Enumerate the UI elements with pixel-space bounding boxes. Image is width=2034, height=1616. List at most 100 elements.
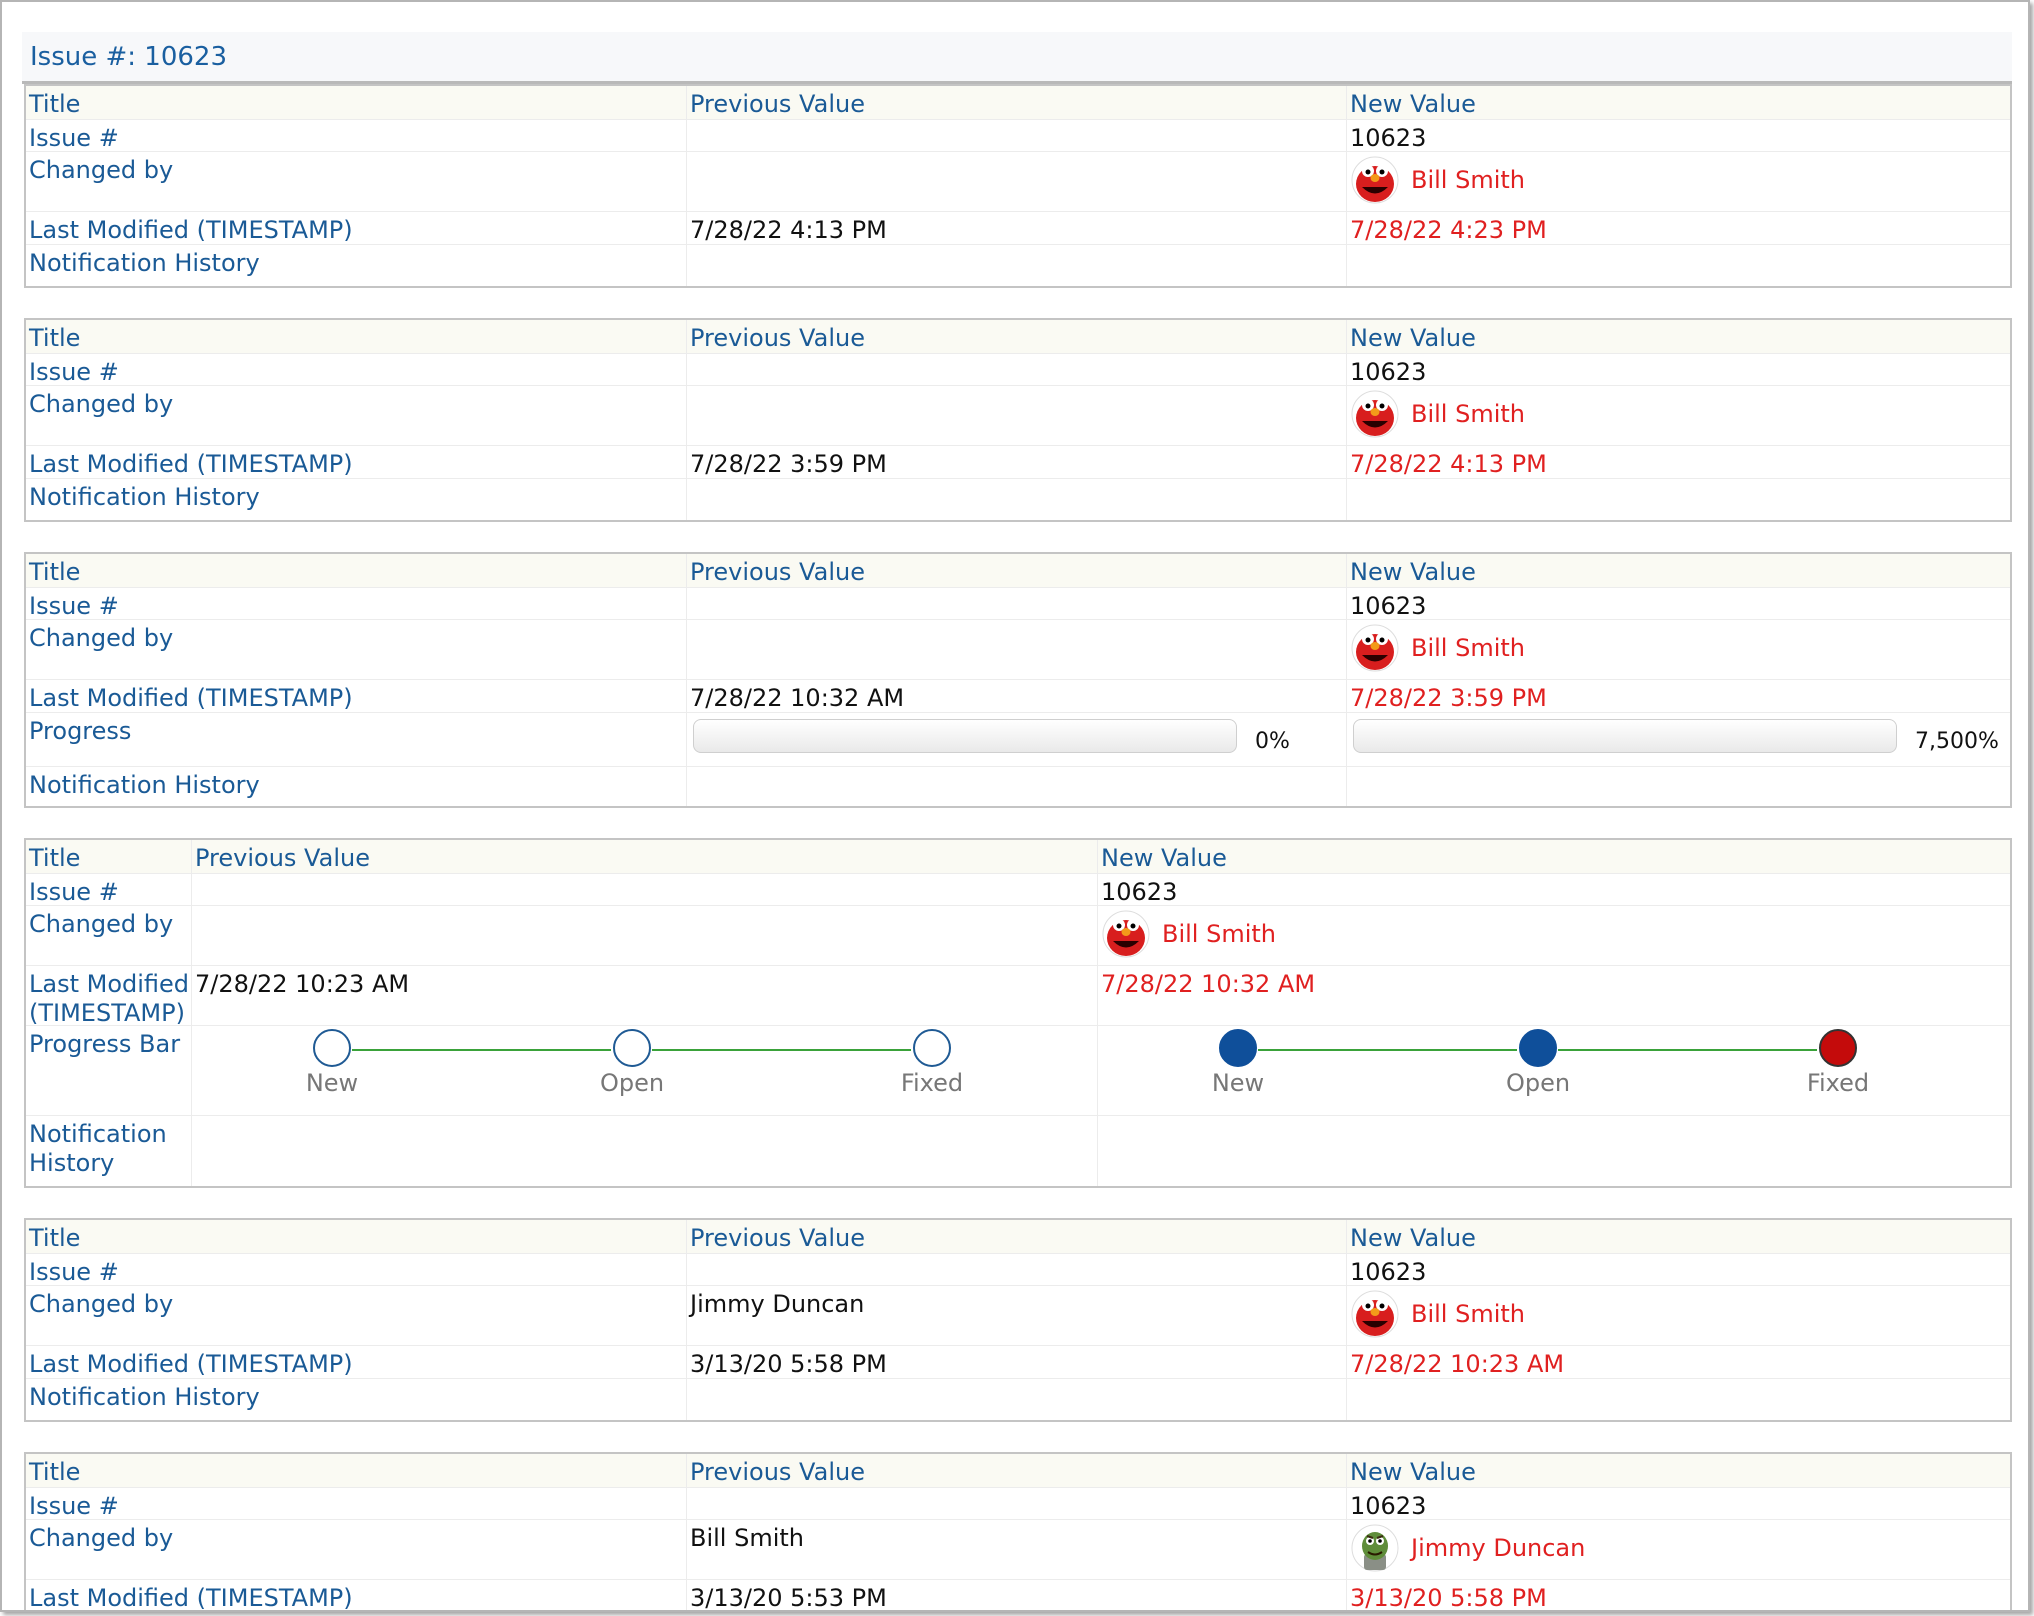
issue-label: Issue # bbox=[29, 878, 119, 906]
changed-by-label: Changed by bbox=[29, 390, 174, 418]
column-header-title: Title bbox=[29, 1458, 81, 1486]
last-modified-label: Last Modified (TIMESTAMP) bbox=[29, 1350, 353, 1378]
last-modified-label: Last Modified (TIMESTAMP) bbox=[29, 216, 353, 244]
progress-bar-label: Progress Bar bbox=[29, 1030, 181, 1058]
column-header-previous: Previous Value bbox=[690, 324, 865, 352]
issue-row: Issue # 10623 bbox=[26, 354, 2010, 386]
issue-row: Issue # 10623 bbox=[26, 588, 2010, 620]
column-header-title: Title bbox=[29, 324, 81, 352]
notification-history-label: Notification History bbox=[29, 483, 260, 511]
column-header-new: New Value bbox=[1101, 844, 1227, 872]
change-panel: Title Previous Value New Value Issue # 1… bbox=[24, 1218, 2012, 1422]
progress-bar-new bbox=[1353, 719, 1897, 753]
column-header-previous: Previous Value bbox=[690, 90, 865, 118]
changed-by-row: Changed by Bill Smith bbox=[26, 152, 2010, 212]
changed-by-new: Bill Smith bbox=[1411, 166, 1525, 194]
change-panel: Title Previous Value New Value Issue # 1… bbox=[24, 84, 2012, 288]
red-monster-avatar-icon bbox=[1351, 1290, 1399, 1338]
changed-by-new: Bill Smith bbox=[1162, 920, 1276, 948]
stage-label: New bbox=[1211, 1069, 1265, 1097]
changed-by-row: Changed by Jimmy Duncan Bill Smith bbox=[26, 1286, 2010, 1346]
issue-title: Issue #: 10623 bbox=[30, 42, 228, 72]
header-row: Title Previous Value New Value bbox=[26, 86, 2010, 120]
user-chip[interactable]: Bill Smith bbox=[1351, 1290, 1525, 1338]
last-modified-previous: 3/13/20 5:53 PM bbox=[690, 1584, 887, 1612]
notification-history-row: Notification History bbox=[26, 479, 2010, 520]
changed-by-row: Changed by Bill Smith bbox=[26, 386, 2010, 446]
issue-header: Issue #: 10623 bbox=[22, 32, 2012, 84]
notification-history-row: Notification History bbox=[26, 1379, 2010, 1420]
column-header-new: New Value bbox=[1350, 90, 1476, 118]
stage-circle-icon bbox=[1519, 1029, 1557, 1067]
issue-new-value: 10623 bbox=[1350, 1258, 1427, 1286]
red-monster-avatar-icon bbox=[1102, 910, 1150, 958]
column-header-new: New Value bbox=[1350, 1224, 1476, 1252]
changed-by-new: Bill Smith bbox=[1411, 400, 1525, 428]
header-row: Title Previous Value New Value bbox=[26, 1220, 2010, 1254]
last-modified-row: Last Modified (TIMESTAMP) 7/28/22 10:32 … bbox=[26, 680, 2010, 713]
stage-connector bbox=[352, 1049, 611, 1051]
stage-connector bbox=[652, 1049, 911, 1051]
notification-history-label: Notification History bbox=[29, 249, 260, 277]
issue-new-value: 10623 bbox=[1350, 1492, 1427, 1520]
column-header-new: New Value bbox=[1350, 324, 1476, 352]
issue-label: Issue # bbox=[29, 1258, 119, 1286]
last-modified-new: 7/28/22 3:59 PM bbox=[1350, 684, 1547, 712]
column-header-previous: Previous Value bbox=[690, 1224, 865, 1252]
stage-label: Open bbox=[599, 1069, 665, 1097]
last-modified-label: Last Modified (TIMESTAMP) bbox=[29, 450, 353, 478]
issue-row: Issue # 10623 bbox=[26, 1488, 2010, 1520]
changed-by-new: Jimmy Duncan bbox=[1411, 1534, 1586, 1562]
column-header-title: Title bbox=[29, 844, 81, 872]
last-modified-row: Last Modified (TIMESTAMP) 3/13/20 5:53 P… bbox=[26, 1580, 2010, 1612]
changed-by-previous bbox=[687, 386, 1346, 390]
changed-by-label: Changed by bbox=[29, 624, 174, 652]
column-header-new: New Value bbox=[1350, 558, 1476, 586]
user-chip[interactable]: Bill Smith bbox=[1351, 390, 1525, 438]
change-panel: Title Previous Value New Value Issue # 1… bbox=[24, 552, 2012, 808]
last-modified-new: 3/13/20 5:58 PM bbox=[1350, 1584, 1547, 1612]
last-modified-new: 7/28/22 4:13 PM bbox=[1350, 450, 1547, 478]
stage-connector bbox=[1558, 1049, 1817, 1051]
stage-connector bbox=[1258, 1049, 1517, 1051]
stage-circle-icon bbox=[313, 1029, 351, 1067]
change-panel: Title Previous Value New Value Issue # 1… bbox=[24, 838, 2012, 1188]
column-header-new: New Value bbox=[1350, 1458, 1476, 1486]
progress-bar-previous bbox=[693, 719, 1237, 753]
user-chip[interactable]: Bill Smith bbox=[1102, 910, 1276, 958]
header-row: Title Previous Value New Value bbox=[26, 1454, 2010, 1488]
change-panel: Title Previous Value New Value Issue # 1… bbox=[24, 1452, 2012, 1612]
user-chip[interactable]: Jimmy Duncan bbox=[1351, 1524, 1585, 1572]
header-row: Title Previous Value New Value bbox=[26, 554, 2010, 588]
header-row: Title Previous Value New Value bbox=[26, 840, 2010, 874]
last-modified-previous: 7/28/22 4:13 PM bbox=[690, 216, 887, 244]
issue-label: Issue # bbox=[29, 124, 119, 152]
column-header-title: Title bbox=[29, 1224, 81, 1252]
issue-label: Issue # bbox=[29, 592, 119, 620]
user-chip[interactable]: Bill Smith bbox=[1351, 156, 1525, 204]
changed-by-previous: Bill Smith bbox=[690, 1524, 804, 1552]
issue-row: Issue # 10623 bbox=[26, 1254, 2010, 1286]
change-panel: Title Previous Value New Value Issue # 1… bbox=[24, 318, 2012, 522]
changed-by-row: Changed by Bill Smith bbox=[26, 906, 2010, 966]
notification-history-row: Notification History bbox=[26, 1116, 2010, 1186]
last-modified-previous: 7/28/22 10:32 AM bbox=[690, 684, 905, 712]
changed-by-new: Bill Smith bbox=[1411, 634, 1525, 662]
stage-label: Open bbox=[1505, 1069, 1571, 1097]
last-modified-new: 7/28/22 10:32 AM bbox=[1101, 970, 1316, 998]
column-header-previous: Previous Value bbox=[690, 1458, 865, 1486]
changed-by-previous bbox=[687, 152, 1346, 156]
last-modified-row: Last Modified (TIMESTAMP) 7/28/22 4:13 P… bbox=[26, 212, 2010, 245]
changed-by-row: Changed by Bill Smith Jimmy Duncan bbox=[26, 1520, 2010, 1580]
issue-new-value: 10623 bbox=[1101, 878, 1178, 906]
stage-circle-icon bbox=[613, 1029, 651, 1067]
column-header-previous: Previous Value bbox=[195, 844, 370, 872]
red-monster-avatar-icon bbox=[1351, 624, 1399, 672]
last-modified-previous: 7/28/22 3:59 PM bbox=[690, 450, 887, 478]
stage-circle-icon bbox=[913, 1029, 951, 1067]
user-chip[interactable]: Bill Smith bbox=[1351, 624, 1525, 672]
issue-row: Issue # 10623 bbox=[26, 874, 2010, 906]
changed-by-previous bbox=[192, 906, 1097, 910]
progress-row: Progress 0% 7,500% bbox=[26, 713, 2010, 767]
